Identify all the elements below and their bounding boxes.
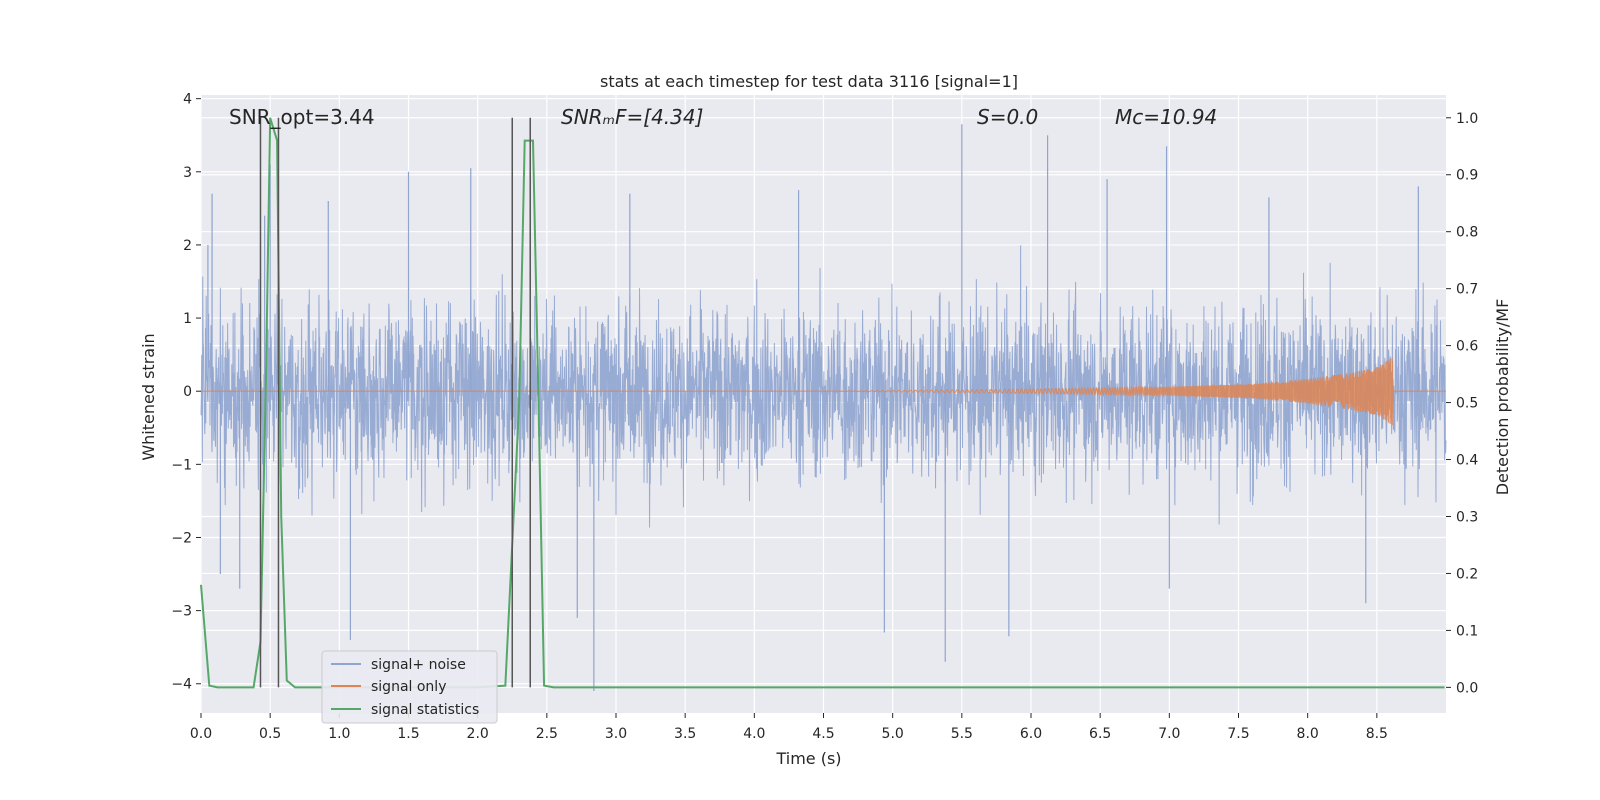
x-tick-label: 6.5 (1089, 726, 1111, 742)
x-tick-label: 4.0 (743, 726, 765, 742)
x-tick-label: 2.0 (467, 726, 489, 742)
y-left-tick-label: 4 (183, 92, 192, 108)
x-tick-label: 8.0 (1297, 726, 1319, 742)
series-signal-only (201, 357, 1446, 426)
y-left-tick-label: 1 (183, 311, 192, 327)
y-left-tick-label: −1 (171, 457, 192, 473)
y-right-tick-label: 0.8 (1456, 225, 1478, 241)
legend-label-signal-statistics: signal statistics (371, 702, 479, 718)
y-right-tick-label: 0.2 (1456, 566, 1478, 582)
y-right-tick-label: 0.1 (1456, 623, 1478, 639)
chirp-trace (201, 357, 1446, 426)
y-left-tick-label: 2 (183, 238, 192, 254)
y-left-axis-label: Whitened strain (139, 333, 158, 460)
series-signal-noise (200, 124, 1447, 692)
x-tick-label: 6.0 (1020, 726, 1042, 742)
y-left-tick-label: −3 (171, 604, 192, 620)
legend-box (321, 650, 498, 724)
annotation-mc: Mᴄ=10.94 (1115, 105, 1217, 129)
vertical-markers (259, 117, 531, 688)
legend-label-signal-only: signal only (371, 679, 446, 695)
x-tick-label: 4.5 (812, 726, 834, 742)
x-tick-label: 3.5 (674, 726, 696, 742)
y-right-tick-label: 0.6 (1456, 339, 1478, 355)
x-tick-label: 7.0 (1158, 726, 1180, 742)
y-left-axis-ticks: 4 3 2 1 0 −1 −2 −3 −4 (171, 92, 201, 693)
x-tick-label: 5.0 (882, 726, 904, 742)
annotation-s: S=0.0 (977, 105, 1038, 129)
legend: signal+ noise signal only signal statist… (321, 650, 498, 724)
y-right-axis-ticks: 1.0 0.9 0.8 0.7 0.6 0.5 0.4 0.3 0.2 0.1 0.0 (1446, 111, 1478, 696)
legend-label-signal-noise: signal+ noise (371, 657, 466, 673)
x-axis-label: Time (s) (775, 749, 841, 768)
chart-title: stats at each timestep for test data 311… (600, 72, 1018, 91)
x-tick-label: 1.0 (328, 726, 350, 742)
x-tick-label: 0.5 (259, 726, 281, 742)
y-left-tick-label: −4 (171, 677, 192, 693)
x-tick-label: 0.0 (190, 726, 212, 742)
x-tick-label: 5.5 (951, 726, 973, 742)
y-right-tick-label: 0.9 (1456, 168, 1478, 184)
y-left-tick-label: −2 (171, 530, 192, 546)
y-right-tick-label: 0.0 (1456, 680, 1478, 696)
y-right-axis-label: Detection probability/MF (1493, 299, 1512, 496)
x-tick-label: 3.0 (605, 726, 627, 742)
y-right-tick-label: 0.4 (1456, 453, 1478, 469)
x-tick-label: 8.5 (1366, 726, 1388, 742)
x-tick-label: 7.5 (1227, 726, 1249, 742)
y-right-tick-label: 0.5 (1456, 396, 1478, 412)
y-left-tick-label: 3 (183, 165, 192, 181)
annotation-snr-opt: SNR_opt=3.44 (229, 105, 375, 129)
annotation-snr-mf: SNRₘF=[4.34] (561, 105, 703, 129)
y-left-tick-label: 0 (183, 384, 192, 400)
x-axis-ticks: 0.0 0.5 1.0 1.5 2.0 2.5 3.0 3.5 4.0 4.5 5.0 5.5 6.0 6… (190, 713, 1388, 742)
y-right-tick-label: 0.7 (1456, 282, 1478, 298)
y-right-tick-label: 1.0 (1456, 111, 1478, 127)
x-tick-label: 1.5 (397, 726, 419, 742)
y-right-tick-label: 0.3 (1456, 509, 1478, 525)
x-tick-label: 2.5 (536, 726, 558, 742)
